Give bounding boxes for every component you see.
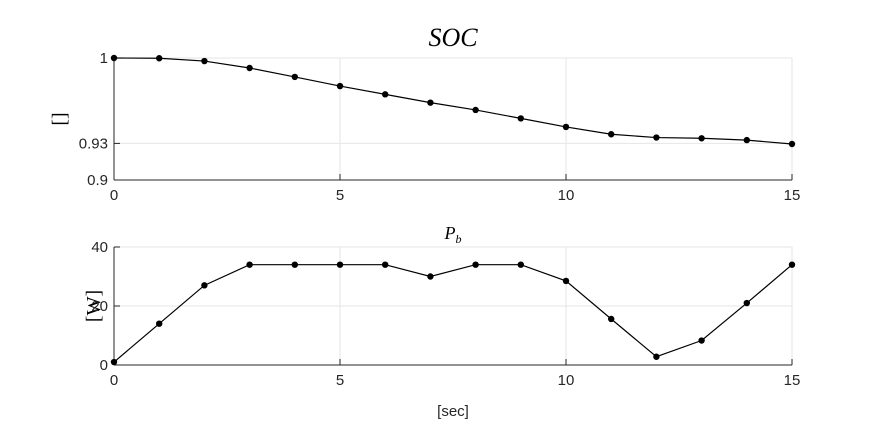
pb-y-tick-label: 20 bbox=[91, 298, 108, 315]
pb-y-tick-label: 40 bbox=[91, 239, 108, 256]
soc-data-point bbox=[336, 82, 344, 90]
soc-data-point bbox=[608, 131, 615, 138]
pb-y-tick-label: 0 bbox=[100, 357, 108, 374]
soc-data-point bbox=[472, 106, 479, 114]
pb-data-point bbox=[472, 261, 479, 268]
soc-x-tick-label: 5 bbox=[336, 187, 344, 204]
pb-data-point bbox=[427, 273, 434, 280]
soc-x-tick-label: 15 bbox=[784, 187, 801, 204]
soc-data-point bbox=[788, 140, 796, 148]
soc-data-point bbox=[291, 73, 298, 81]
pb-x-tick-label: 10 bbox=[558, 372, 575, 389]
soc-data-point bbox=[382, 91, 389, 98]
pb-xlabel: [sec] bbox=[437, 403, 469, 420]
soc-x-tick-label: 10 bbox=[558, 187, 575, 204]
pb-data-point bbox=[291, 261, 298, 268]
soc-title: SOC bbox=[428, 23, 478, 52]
soc-series-line bbox=[113, 57, 793, 145]
pb-title-subscript: b bbox=[456, 232, 462, 246]
soc-ylabel: [] bbox=[49, 112, 71, 125]
soc-x-tick-label: 0 bbox=[110, 187, 118, 204]
pb-data-point bbox=[788, 261, 796, 268]
pb-data-point bbox=[382, 261, 389, 268]
pb-data-point bbox=[743, 299, 750, 307]
pb-axes: Pb [W] [sec] 0 5 10 15 0 20 40 bbox=[83, 223, 800, 420]
soc-y-tick-label: 0.93 bbox=[79, 135, 108, 152]
pb-data-point bbox=[110, 358, 118, 366]
soc-data-point bbox=[427, 99, 434, 106]
pb-data-point bbox=[698, 337, 705, 344]
pb-data-point bbox=[201, 282, 208, 289]
soc-data-point bbox=[517, 115, 524, 122]
pb-data-point bbox=[246, 261, 253, 268]
soc-data-point bbox=[156, 55, 163, 62]
pb-x-tick-label: 15 bbox=[784, 372, 801, 389]
pb-data-point bbox=[517, 261, 524, 268]
soc-data-point bbox=[653, 134, 660, 141]
soc-data-point bbox=[246, 64, 253, 72]
soc-y-tick-label: 0.9 bbox=[87, 172, 108, 189]
soc-y-tick-label: 1 bbox=[100, 50, 108, 67]
pb-data-point bbox=[156, 320, 163, 327]
pb-data-point bbox=[608, 315, 615, 323]
pb-series-line bbox=[113, 264, 793, 363]
pb-title-main: P bbox=[444, 223, 456, 243]
soc-data-point bbox=[110, 54, 118, 62]
soc-data-point bbox=[698, 135, 705, 142]
pb-data-point bbox=[336, 261, 344, 268]
pb-x-tick-label: 0 bbox=[110, 372, 118, 389]
pb-data-point bbox=[653, 353, 660, 360]
pb-x-tick-label: 5 bbox=[336, 372, 344, 389]
pb-title: Pb bbox=[444, 223, 462, 246]
soc-data-point bbox=[743, 136, 750, 144]
soc-data-point bbox=[562, 123, 570, 131]
soc-plot-area bbox=[114, 58, 792, 180]
pb-data-point bbox=[562, 277, 570, 285]
pb-ylabel: [W] bbox=[83, 290, 105, 322]
soc-data-point bbox=[201, 57, 208, 65]
soc-axes: SOC [] 0 5 10 15 0.9 0.93 1 bbox=[49, 23, 800, 204]
